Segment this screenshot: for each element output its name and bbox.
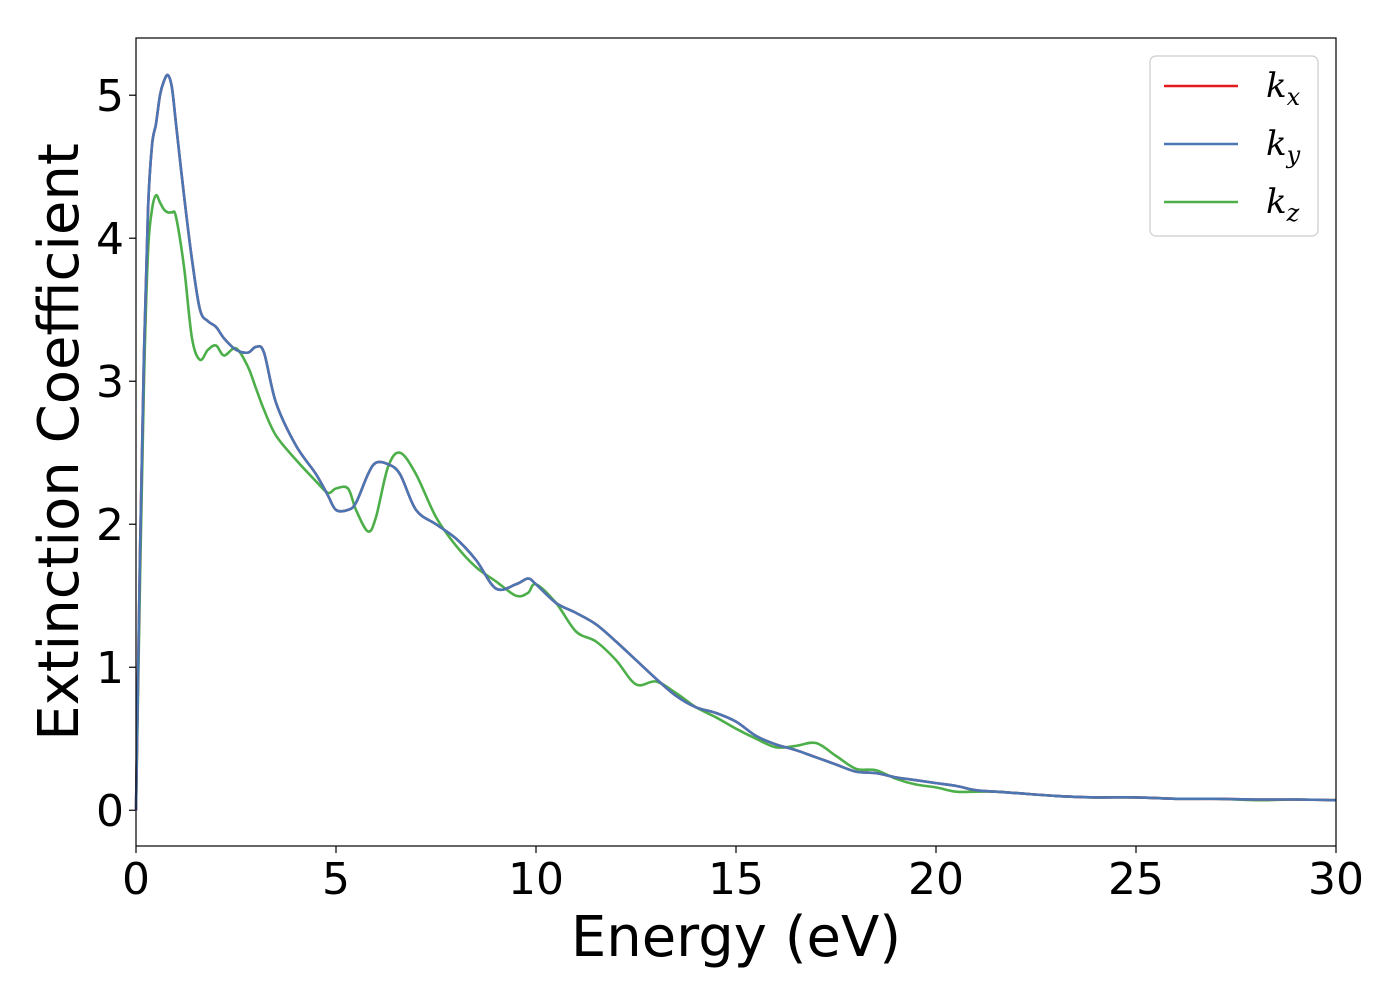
series-line-y xyxy=(134,73,1337,811)
legend-label-x: kx xyxy=(1266,66,1301,111)
x-tick-label: 30 xyxy=(1308,854,1364,905)
y-tick-label: 1 xyxy=(96,643,124,694)
x-tick-label: 15 xyxy=(708,854,764,905)
legend-label-subscript: x xyxy=(1287,83,1301,111)
plot-frame xyxy=(135,37,1337,847)
x-tick-label: 10 xyxy=(508,854,564,905)
y-tick-label: 0 xyxy=(96,786,124,837)
x-tick-label: 25 xyxy=(1108,854,1164,905)
legend-label-z: kz xyxy=(1266,182,1300,227)
x-tick-label: 0 xyxy=(122,854,150,905)
plot-lines xyxy=(134,73,1337,811)
legend-label-subscript: y xyxy=(1286,141,1301,169)
legend-label-main: k xyxy=(1266,182,1287,222)
x-tick-label: 5 xyxy=(322,854,350,905)
y-tick-label: 3 xyxy=(96,357,124,408)
legend-label-subscript: z xyxy=(1286,199,1300,227)
y-tick-label: 5 xyxy=(96,71,124,122)
series-line-z xyxy=(134,193,1337,811)
legend-label-main: k xyxy=(1266,124,1287,164)
y-axis-ticks: 0 1 2 3 4 5 xyxy=(96,71,136,837)
legend-box xyxy=(1149,55,1319,237)
x-axis-label: Energy (eV) xyxy=(571,905,901,970)
y-tick-label: 2 xyxy=(96,500,124,551)
legend-label-y: ky xyxy=(1266,124,1301,169)
y-tick-label: 4 xyxy=(96,214,124,265)
x-tick-label: 20 xyxy=(908,854,964,905)
x-axis-ticks: 0 5 10 15 20 25 30 xyxy=(122,846,1364,905)
legend-label-main: k xyxy=(1266,66,1287,106)
y-axis-label: Extinction Coefficient xyxy=(27,143,92,741)
